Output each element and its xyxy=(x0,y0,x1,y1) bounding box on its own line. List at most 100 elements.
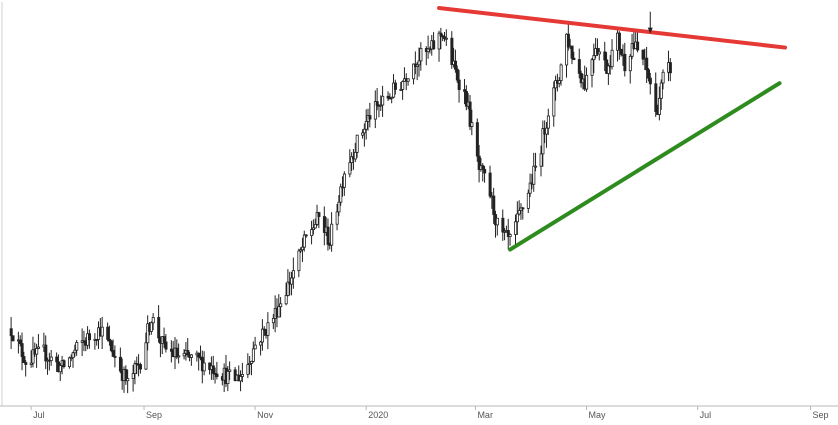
candle-body xyxy=(240,373,244,377)
x-axis-ticks: Jul Sep Nov 2020 Mar May Jul Sep xyxy=(30,406,829,420)
candle-body xyxy=(35,348,39,355)
candle-body xyxy=(284,295,288,305)
candle-body xyxy=(468,101,472,127)
candle-body xyxy=(668,62,672,74)
x-tick-label: Jul xyxy=(33,410,45,420)
candle-body xyxy=(379,104,383,107)
candle-body xyxy=(144,342,148,370)
candle-body xyxy=(636,41,640,51)
candle-body xyxy=(302,234,306,248)
candle-body xyxy=(277,306,281,318)
candle-body xyxy=(73,349,77,354)
candle-body xyxy=(335,211,339,225)
candle-body xyxy=(477,155,481,170)
candle-body xyxy=(457,79,461,90)
candle-body xyxy=(470,122,474,127)
candle-body xyxy=(126,378,130,382)
candle-body xyxy=(368,115,372,120)
candle-body xyxy=(526,192,530,209)
candle-body xyxy=(521,207,525,210)
candle-body xyxy=(579,72,583,84)
candle-body xyxy=(88,333,92,341)
candle-body xyxy=(322,216,326,233)
candle-body xyxy=(570,45,574,59)
candle-body xyxy=(164,341,168,350)
candle-body xyxy=(417,60,421,66)
candle-body xyxy=(239,376,243,382)
candle-body xyxy=(572,57,576,60)
candle-body xyxy=(313,223,317,229)
candle-body xyxy=(29,362,33,365)
candle-body xyxy=(342,173,346,188)
candle-body xyxy=(310,229,314,237)
x-tick-label: Jul xyxy=(700,410,712,420)
candle-body xyxy=(138,364,142,370)
annotation-group xyxy=(647,11,653,34)
candle-body xyxy=(108,338,112,342)
candle-body xyxy=(304,234,308,237)
candle-body xyxy=(315,212,319,225)
x-tick-label: Sep xyxy=(146,410,162,420)
candle-body xyxy=(260,328,264,343)
candle-body xyxy=(475,122,479,157)
candle-body xyxy=(31,349,35,364)
candle-body xyxy=(373,101,377,120)
candle-body xyxy=(463,89,467,92)
candle-body xyxy=(390,96,394,99)
candle-body xyxy=(610,49,614,68)
candle-body xyxy=(44,344,48,362)
candle-body xyxy=(528,182,532,194)
candle-body xyxy=(545,127,549,135)
candle-body xyxy=(596,48,600,55)
candle-body xyxy=(565,33,569,66)
candle-body xyxy=(355,134,359,153)
candle-body xyxy=(514,221,518,235)
candle-body xyxy=(483,168,487,174)
candle-body xyxy=(619,48,623,55)
candle-body xyxy=(647,69,651,79)
x-tick-label: May xyxy=(589,410,607,420)
x-tick-label: 2020 xyxy=(368,410,388,420)
candle-body xyxy=(350,156,354,164)
candle-body xyxy=(131,373,135,380)
candle-body xyxy=(348,162,352,175)
candle-body xyxy=(169,348,173,352)
candle-body xyxy=(441,35,445,38)
candle-body xyxy=(11,335,15,342)
x-tick-label: Mar xyxy=(477,410,493,420)
candle-body xyxy=(386,95,390,99)
candle-body xyxy=(111,350,115,357)
candle-body xyxy=(279,303,283,308)
candle-body xyxy=(546,115,550,129)
candle-body xyxy=(419,48,423,62)
candle-body xyxy=(481,165,485,170)
candle-body xyxy=(49,356,53,361)
candle-body xyxy=(133,363,137,374)
candle-body xyxy=(492,195,496,215)
candle-body xyxy=(311,227,315,230)
candle-body xyxy=(645,57,649,71)
resistance-trend-line xyxy=(437,5,788,50)
candle-body xyxy=(202,362,206,372)
candle-body xyxy=(361,132,365,136)
candle-body xyxy=(590,59,594,76)
candle-body xyxy=(426,48,430,53)
candle-body xyxy=(401,81,405,90)
candle-body xyxy=(648,77,652,85)
candle-body xyxy=(211,365,215,374)
candle-body xyxy=(67,357,71,368)
candle-body xyxy=(464,91,468,107)
candle-body xyxy=(592,55,596,61)
candlestick-series xyxy=(9,23,672,394)
candle-body xyxy=(337,201,341,213)
candle-body xyxy=(552,87,556,117)
candle-body xyxy=(253,344,257,350)
candle-body xyxy=(444,37,448,40)
candle-body xyxy=(291,270,295,279)
candle-body xyxy=(271,318,275,324)
x-tick-label: Sep xyxy=(813,410,829,420)
candle-body xyxy=(69,357,73,360)
candle-body xyxy=(439,32,443,37)
candle-body xyxy=(186,350,190,356)
